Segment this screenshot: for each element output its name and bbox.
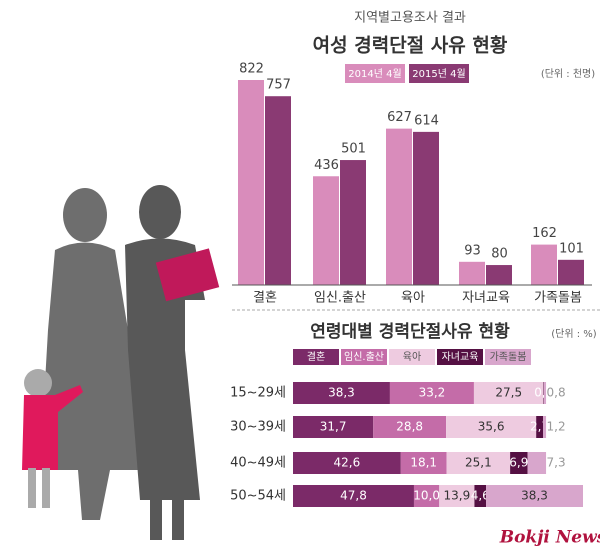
y-tick-label: 30~39세 bbox=[230, 420, 286, 435]
bar-segment bbox=[293, 485, 414, 507]
value-label: 28,8 bbox=[396, 420, 423, 434]
legend-label: 2014년 4월 bbox=[348, 68, 401, 80]
legend-swatch bbox=[345, 64, 405, 83]
silhouettes bbox=[22, 185, 220, 540]
bar bbox=[340, 160, 366, 285]
chart-title: 연령대별 경력단절사유 현황 bbox=[310, 321, 510, 342]
bar-segment bbox=[293, 382, 390, 404]
bar-segment bbox=[543, 382, 545, 404]
legend-label: 육아 bbox=[403, 351, 421, 363]
value-label: 162 bbox=[532, 226, 557, 241]
value-label: 757 bbox=[266, 78, 291, 93]
bar-segment bbox=[543, 416, 547, 438]
legend-label: 가족돌봄 bbox=[490, 351, 527, 363]
legend-swatch bbox=[389, 349, 435, 365]
bar-segment bbox=[373, 416, 447, 438]
value-label: 35,6 bbox=[478, 420, 505, 434]
value-label: 38,3 bbox=[328, 386, 355, 400]
y-tick-label: 50~54세 bbox=[230, 489, 286, 504]
legend-label: 결혼 bbox=[307, 350, 325, 363]
bar-segment bbox=[413, 485, 440, 507]
bar bbox=[486, 265, 512, 285]
value-label: 627 bbox=[387, 110, 412, 125]
bar-segment bbox=[510, 452, 528, 474]
bar-segment bbox=[389, 382, 474, 404]
bar-segment bbox=[400, 452, 447, 474]
bar bbox=[459, 261, 485, 285]
bar bbox=[265, 96, 291, 285]
bar-segment bbox=[473, 382, 544, 404]
y-tick-label: 15~29세 bbox=[230, 386, 286, 401]
bar-segment bbox=[527, 452, 547, 474]
value-label: 18,1 bbox=[410, 456, 437, 470]
value-label: 6,9 bbox=[509, 456, 528, 470]
value-label: 25,1 bbox=[465, 456, 492, 470]
x-tick-label: 가족돌봄 bbox=[534, 291, 582, 306]
x-tick-label: 결혼 bbox=[253, 291, 277, 306]
value-label: 0,8 bbox=[547, 386, 566, 400]
value-label: 47,8 bbox=[340, 489, 367, 503]
bar-segment bbox=[293, 452, 401, 474]
bar bbox=[413, 131, 439, 285]
bar-segment bbox=[439, 485, 475, 507]
bar-segment bbox=[474, 485, 487, 507]
legend-swatch bbox=[341, 349, 387, 365]
value-label: 1,2 bbox=[547, 420, 566, 434]
bar-segment bbox=[293, 416, 374, 438]
legend-swatch bbox=[409, 64, 469, 83]
value-label: 93 bbox=[464, 243, 481, 258]
value-label: 10,0 bbox=[413, 489, 440, 503]
value-label: 27,5 bbox=[495, 386, 522, 400]
legend-swatch bbox=[485, 349, 531, 365]
x-tick-label: 자녀교육 bbox=[462, 291, 510, 306]
logo: Bokji News bbox=[499, 528, 600, 548]
chart-title: 여성 경력단절 사유 현황 bbox=[313, 34, 508, 57]
value-label: 436 bbox=[314, 158, 339, 173]
value-label: 822 bbox=[239, 62, 264, 77]
bar-segment bbox=[536, 416, 544, 438]
bar bbox=[238, 80, 264, 285]
bar-segment bbox=[446, 416, 537, 438]
value-label: 80 bbox=[491, 247, 508, 262]
bar-segment bbox=[486, 485, 583, 507]
bar-segment bbox=[446, 452, 511, 474]
x-tick-label: 임신.출산 bbox=[314, 291, 366, 306]
bar bbox=[531, 244, 557, 285]
legend-label: 2015년 4월 bbox=[412, 68, 465, 80]
legend-label: 자녀교육 bbox=[442, 351, 479, 363]
legend-label: 임신.출산 bbox=[344, 350, 384, 363]
value-label: 614 bbox=[414, 113, 439, 128]
unit-label: (단위 : %) bbox=[551, 327, 597, 340]
legend-swatch bbox=[293, 349, 339, 365]
bar-segment bbox=[544, 382, 547, 404]
value-label: 31,7 bbox=[320, 420, 347, 434]
value-label: 38,3 bbox=[521, 489, 548, 503]
value-label: 7,3 bbox=[547, 456, 566, 470]
y-tick-label: 40~49세 bbox=[230, 456, 286, 471]
unit-label: (단위 : 천명) bbox=[541, 67, 595, 80]
value-label: 13,9 bbox=[443, 489, 470, 503]
value-label: 42,6 bbox=[334, 456, 361, 470]
bar bbox=[386, 128, 412, 285]
value-label: 33,2 bbox=[419, 386, 446, 400]
value-label: 4,6 bbox=[471, 489, 490, 503]
value-label: 501 bbox=[341, 142, 366, 157]
legend-swatch bbox=[437, 349, 483, 365]
value-label: 0,2 bbox=[534, 386, 553, 400]
x-tick-label: 육아 bbox=[401, 291, 425, 306]
value-label: 101 bbox=[559, 241, 584, 256]
bar bbox=[313, 176, 339, 285]
bar bbox=[558, 259, 584, 285]
chart-subtitle: 지역별고용조사 결과 bbox=[354, 11, 466, 26]
